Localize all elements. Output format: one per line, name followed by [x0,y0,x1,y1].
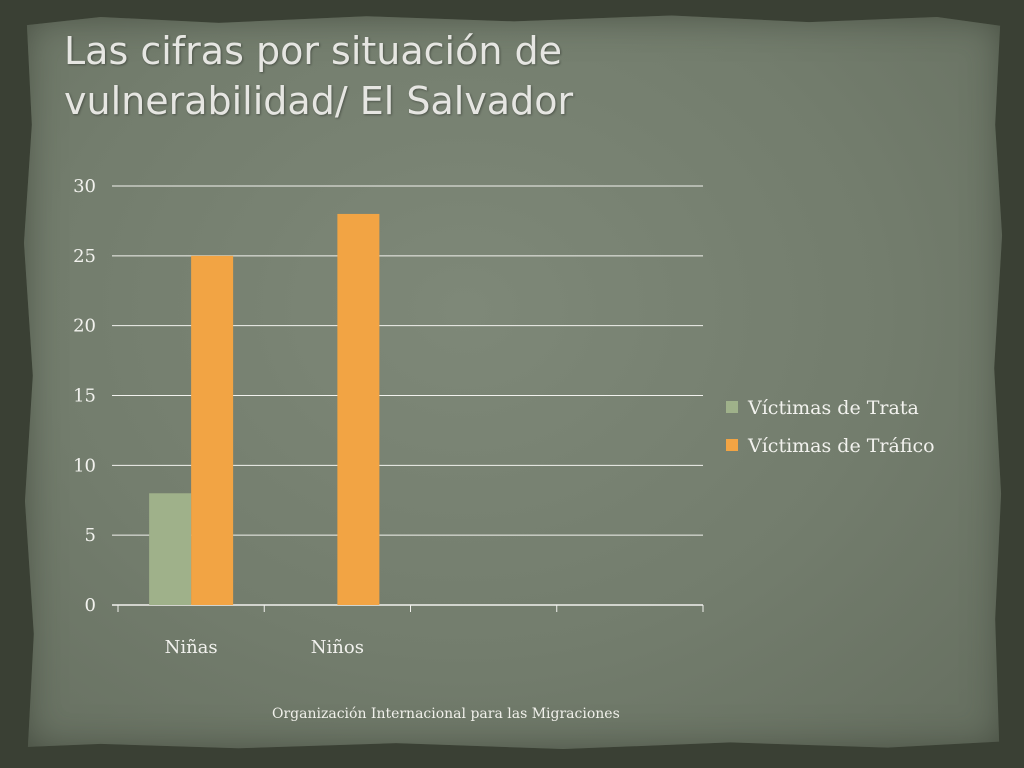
y-tick-label: 0 [85,595,96,616]
legend-label: Víctimas de Trata [747,397,919,419]
y-axis-ticks: 0 5 10 15 20 25 30 [73,176,96,616]
x-tick-label: Niños [311,637,364,658]
bar [337,213,380,605]
y-tick-label: 25 [73,246,96,267]
legend-label: Víctimas de Tráfico [747,435,935,457]
slide-title: Las cifras por situación de vulnerabilid… [64,29,574,123]
bars [149,213,380,606]
slide-background [23,15,1003,750]
x-tick-label: Niñas [165,637,218,658]
y-tick-label: 30 [73,176,96,197]
x-axis: Niñas Niños [117,605,704,658]
y-tick-label: 10 [73,455,96,476]
y-tick-label: 15 [73,386,96,407]
bar [149,493,192,605]
legend-swatch [726,401,738,413]
legend-swatch [726,439,738,451]
legend: Víctimas de Trata Víctimas de Tráfico [726,397,935,457]
bar [191,255,234,606]
y-tick-label: 20 [73,316,96,337]
y-tick-label: 5 [85,525,96,546]
footer-source: Organización Internacional para las Migr… [272,706,620,722]
